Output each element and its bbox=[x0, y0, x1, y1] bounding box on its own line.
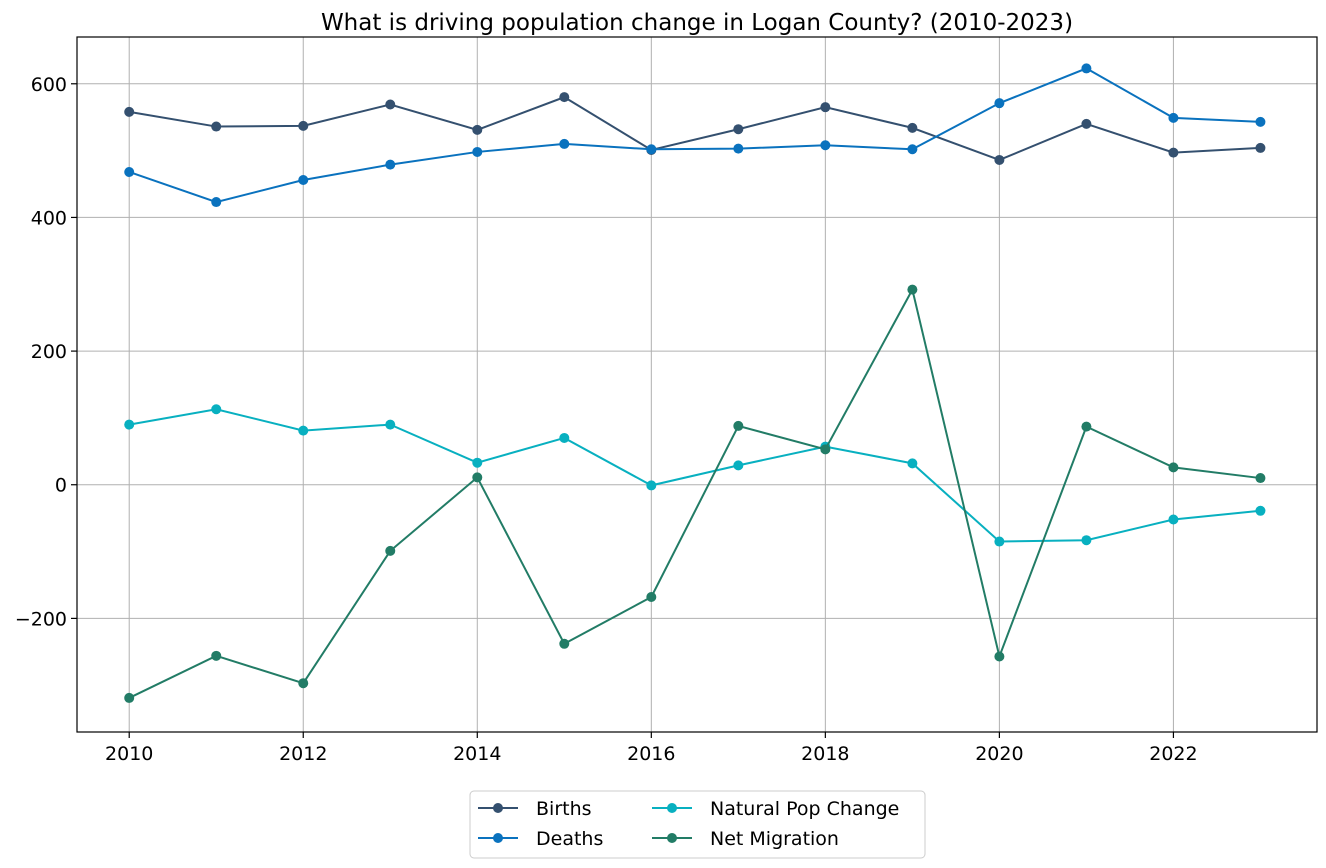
data-point-births bbox=[733, 124, 744, 135]
data-point-births bbox=[124, 106, 135, 117]
data-point-births bbox=[907, 122, 918, 133]
series-natural-pop-change bbox=[124, 404, 1266, 547]
data-point-natural-pop-change bbox=[733, 460, 744, 471]
data-point-net-migration bbox=[820, 444, 831, 455]
data-point-deaths bbox=[472, 146, 483, 157]
data-point-deaths bbox=[994, 98, 1005, 109]
data-point-net-migration bbox=[385, 545, 396, 556]
y-tick-label: 600 bbox=[31, 74, 67, 96]
legend-marker bbox=[493, 833, 503, 843]
data-point-deaths bbox=[385, 159, 396, 170]
data-point-net-migration bbox=[646, 592, 657, 603]
legend-item-net-migration: Net Migration bbox=[652, 828, 839, 850]
series-net-migration bbox=[124, 284, 1266, 703]
legend-item-natural-pop-change: Natural Pop Change bbox=[652, 798, 899, 820]
data-point-births bbox=[559, 92, 570, 103]
series-deaths bbox=[124, 63, 1266, 208]
data-point-net-migration bbox=[1081, 421, 1092, 432]
plot-area-frame bbox=[76, 36, 1318, 733]
data-point-natural-pop-change bbox=[994, 536, 1005, 547]
series-line-net-migration bbox=[128, 286, 1261, 699]
y-tick-label: 400 bbox=[31, 207, 67, 229]
legend-marker bbox=[667, 803, 677, 813]
x-tick-label: 2012 bbox=[279, 743, 327, 765]
series-line-deaths bbox=[128, 67, 1261, 204]
data-point-natural-pop-change bbox=[646, 480, 657, 491]
y-tick-label: 0 bbox=[55, 475, 67, 497]
legend: Births Deaths Natural Pop Change Net Migrat… bbox=[469, 790, 926, 859]
data-point-deaths bbox=[559, 138, 570, 149]
data-point-net-migration bbox=[733, 420, 744, 431]
data-point-deaths bbox=[211, 197, 222, 208]
data-point-births bbox=[211, 121, 222, 132]
data-point-deaths bbox=[1168, 112, 1179, 123]
data-point-net-migration bbox=[298, 678, 309, 689]
axis-ticks: 2010 2012 2014 2016 2018 2020 2022 −200 0 200 400 6… bbox=[15, 74, 1198, 765]
legend-item-deaths: Deaths bbox=[478, 828, 603, 850]
x-tick-label: 2020 bbox=[975, 743, 1023, 765]
data-point-births bbox=[298, 120, 309, 131]
data-point-births bbox=[994, 154, 1005, 165]
chart-title: What is driving population change in Log… bbox=[321, 10, 1073, 36]
series-line-births bbox=[129, 96, 1261, 162]
legend-label: Births bbox=[536, 798, 592, 820]
grid bbox=[77, 37, 1317, 732]
series-line-natural-pop-change bbox=[129, 408, 1261, 543]
data-point-natural-pop-change bbox=[907, 458, 918, 469]
data-point-births bbox=[820, 102, 831, 113]
data-point-deaths bbox=[820, 140, 831, 151]
data-point-births bbox=[1255, 142, 1266, 153]
data-point-net-migration bbox=[907, 284, 918, 295]
series-births bbox=[124, 92, 1266, 165]
data-point-deaths bbox=[907, 144, 918, 155]
data-point-net-migration bbox=[124, 692, 135, 703]
x-tick-label: 2014 bbox=[453, 743, 501, 765]
data-point-net-migration bbox=[472, 472, 483, 483]
y-tick-label: −200 bbox=[15, 608, 67, 630]
legend-box bbox=[469, 790, 926, 859]
data-point-births bbox=[472, 124, 483, 135]
legend-item-births: Births bbox=[478, 798, 592, 820]
data-point-natural-pop-change bbox=[211, 404, 222, 415]
data-point-deaths bbox=[733, 143, 744, 154]
data-point-natural-pop-change bbox=[298, 425, 309, 436]
legend-label: Natural Pop Change bbox=[710, 798, 899, 820]
data-point-deaths bbox=[124, 166, 135, 177]
y-tick-label: 200 bbox=[31, 341, 67, 363]
data-point-net-migration bbox=[994, 651, 1005, 662]
data-point-natural-pop-change bbox=[472, 457, 483, 468]
data-point-births bbox=[385, 99, 396, 110]
data-point-natural-pop-change bbox=[124, 419, 135, 430]
data-point-net-migration bbox=[1255, 473, 1266, 484]
data-point-net-migration bbox=[1168, 462, 1179, 473]
data-point-natural-pop-change bbox=[559, 432, 570, 443]
data-point-natural-pop-change bbox=[1255, 505, 1266, 516]
data-point-deaths bbox=[1255, 116, 1266, 127]
x-tick-label: 2016 bbox=[627, 743, 675, 765]
x-tick-label: 2010 bbox=[105, 743, 153, 765]
x-tick-label: 2022 bbox=[1149, 743, 1197, 765]
data-point-deaths bbox=[1081, 63, 1092, 74]
legend-label: Net Migration bbox=[710, 828, 839, 850]
series-lines bbox=[124, 63, 1266, 703]
x-tick-label: 2018 bbox=[801, 743, 849, 765]
data-point-natural-pop-change bbox=[1168, 514, 1179, 525]
data-point-natural-pop-change bbox=[385, 419, 396, 430]
data-point-net-migration bbox=[559, 638, 570, 649]
legend-marker bbox=[667, 833, 677, 843]
data-point-births bbox=[1168, 147, 1179, 158]
legend-marker bbox=[493, 803, 503, 813]
data-point-net-migration bbox=[211, 650, 222, 661]
data-point-births bbox=[1081, 118, 1092, 129]
data-point-natural-pop-change bbox=[1081, 535, 1092, 546]
data-point-deaths bbox=[646, 144, 657, 155]
legend-label: Deaths bbox=[536, 828, 603, 850]
data-point-deaths bbox=[298, 175, 309, 186]
